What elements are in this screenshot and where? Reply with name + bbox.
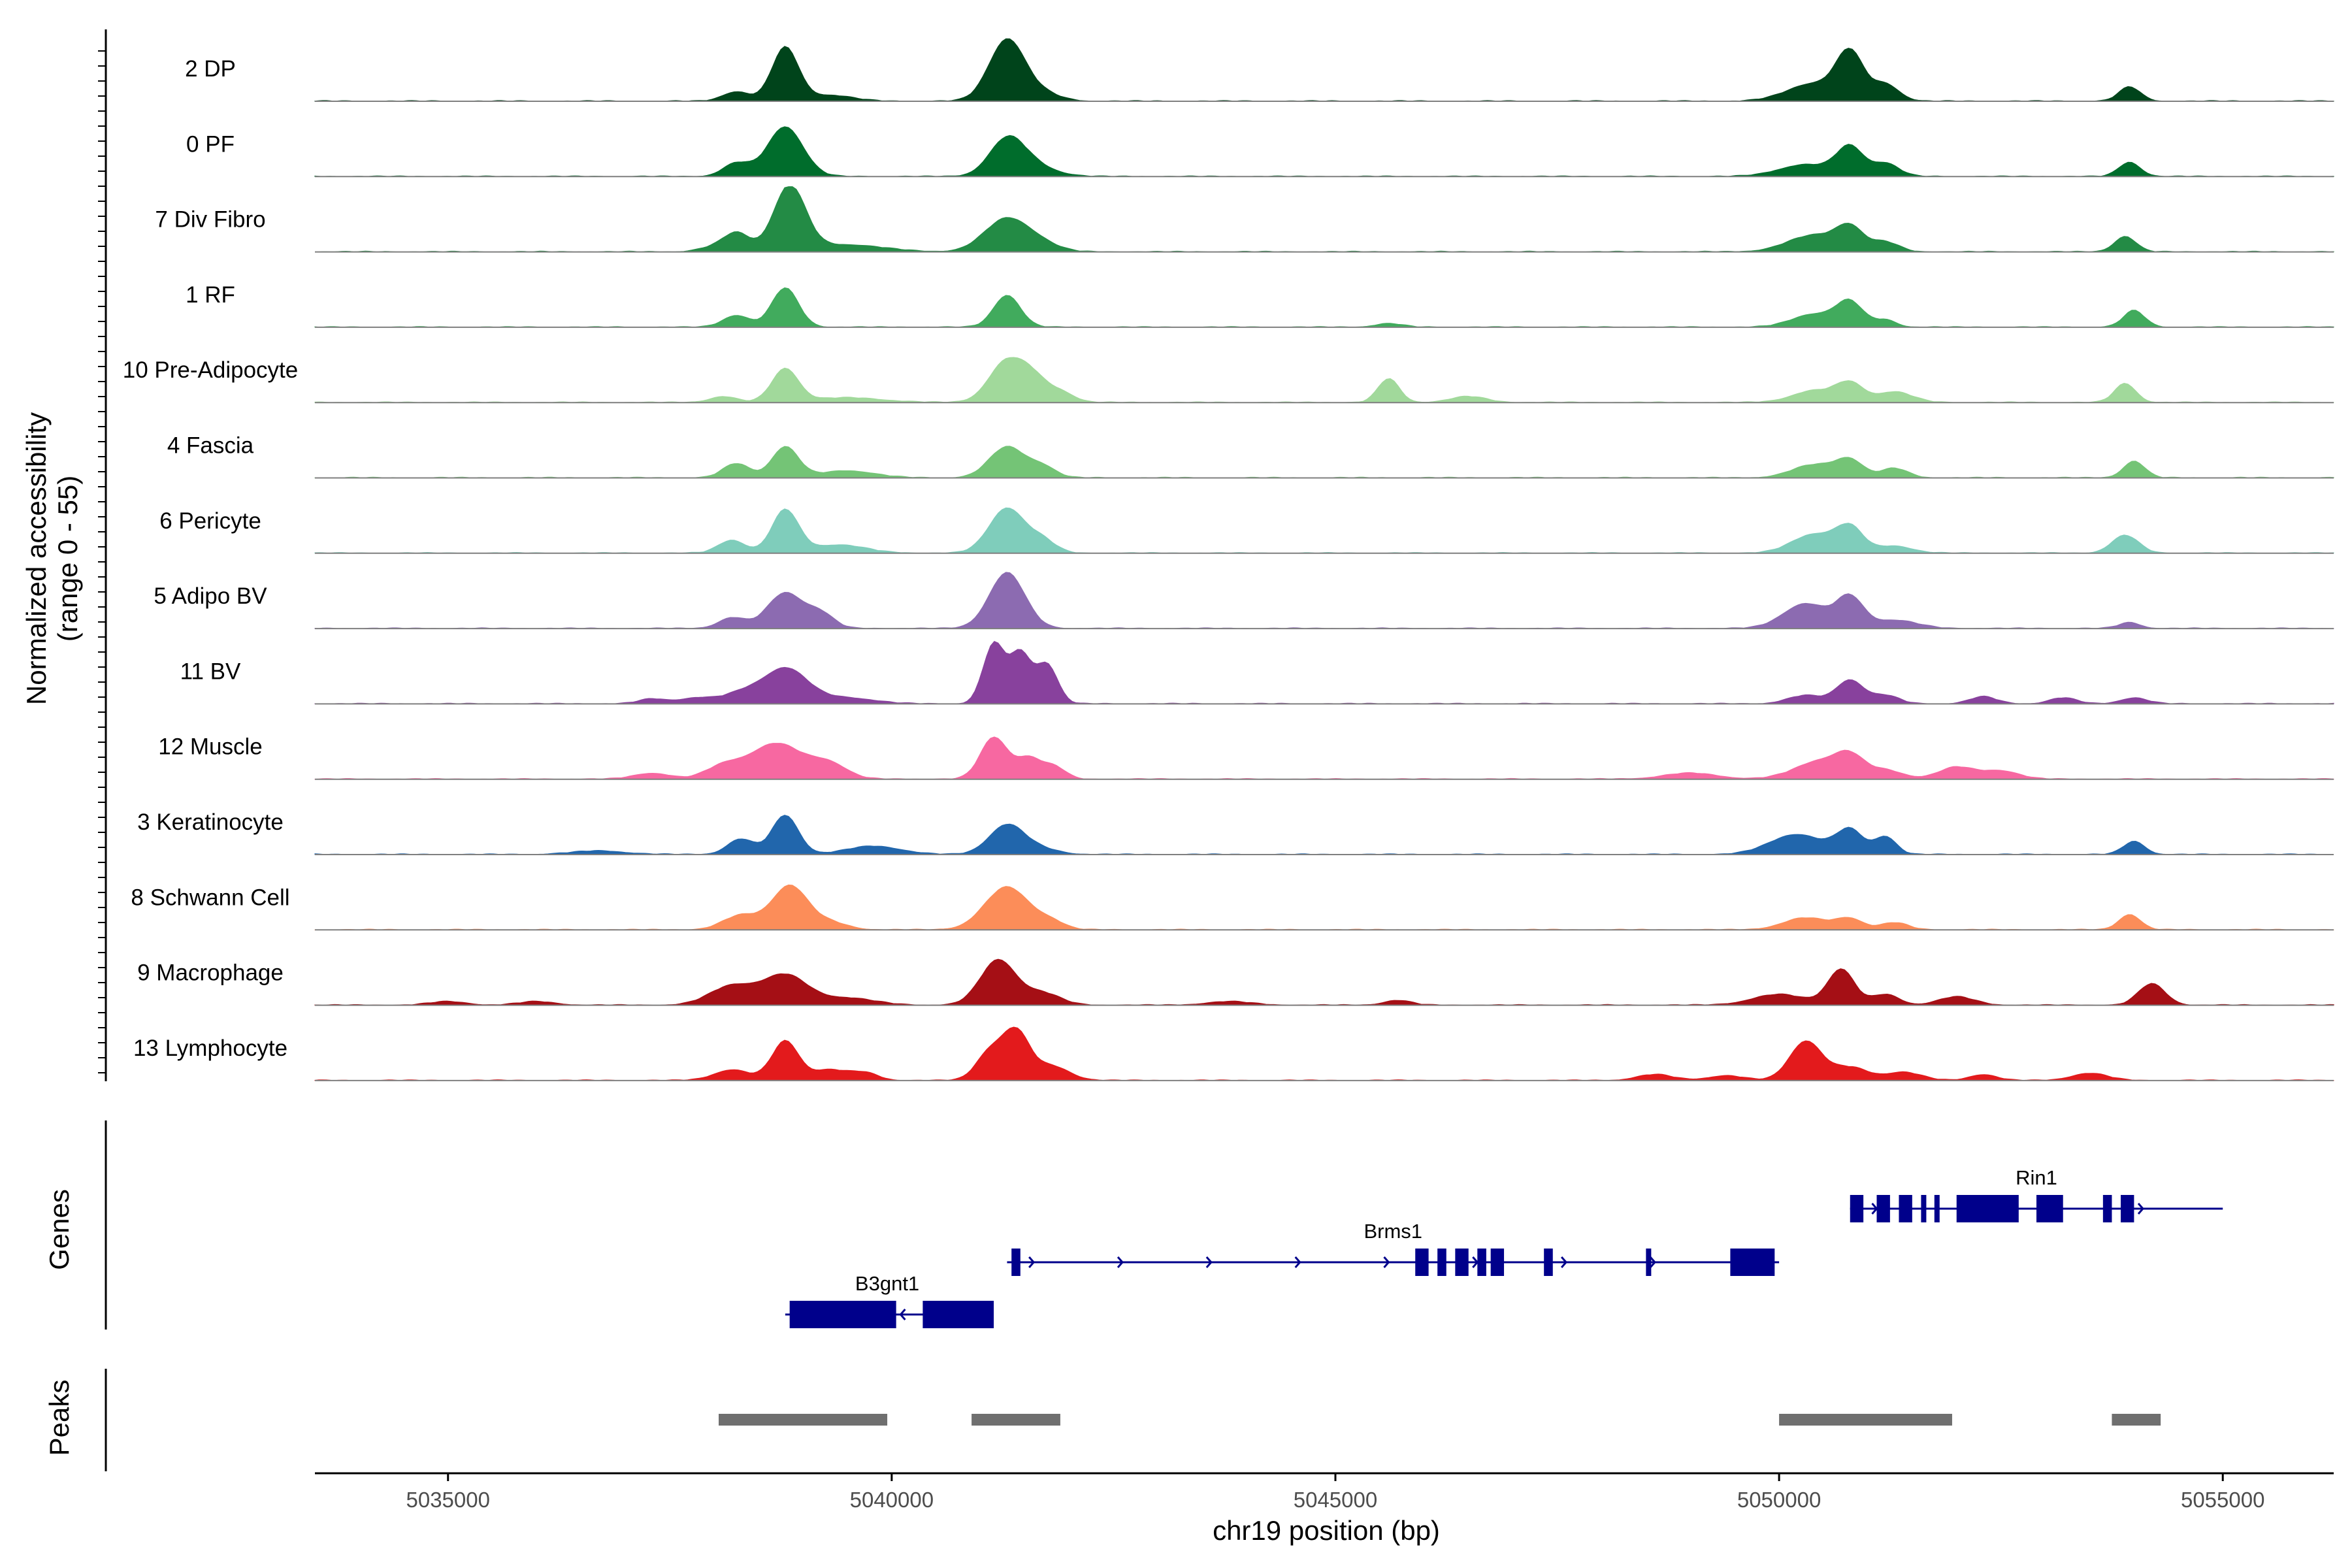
strand-arrow	[1028, 1256, 1036, 1268]
track-label: 5 Adipo BV	[154, 583, 267, 609]
gene-exon	[2102, 1195, 2112, 1222]
gene-exon	[1730, 1249, 1775, 1276]
track-label: 8 Schwann Cell	[131, 885, 289, 910]
track-label: 10 Pre-Adipocyte	[123, 357, 298, 383]
gene-track: B3gnt1 Brms1 Rin1	[105, 1120, 2223, 1330]
genes-track-label: Genes	[44, 1189, 74, 1270]
track-2: 7 Div Fibro	[155, 186, 2334, 253]
strand-arrow	[1117, 1256, 1124, 1268]
track-4: 10 Pre-Adipocyte	[123, 357, 2334, 404]
track-label: 0 PF	[186, 131, 235, 157]
coverage-area	[314, 572, 2334, 629]
track-label: 2 DP	[185, 56, 236, 82]
coverage-area	[314, 736, 2334, 780]
track-7: 5 Adipo BV	[154, 572, 2334, 630]
y-axis-title-line1: Normalized accessibility	[21, 412, 52, 705]
coverage-area	[314, 287, 2334, 328]
gene-exon	[1876, 1195, 1890, 1222]
track-label: 11 BV	[180, 659, 241, 684]
gene-exon	[1415, 1249, 1429, 1276]
gene-exon	[2121, 1195, 2134, 1222]
track-label: 12 Muscle	[158, 734, 263, 760]
peak-region	[2112, 1414, 2161, 1426]
y-axis-title-line2: (range 0 - 55)	[52, 476, 83, 642]
track-10: 3 Keratinocyte	[137, 809, 2334, 855]
coverage-area	[314, 357, 2334, 403]
gene-exon	[1921, 1195, 1927, 1222]
gene-name-label: Brms1	[1364, 1220, 1422, 1243]
coverage-area	[314, 640, 2334, 704]
gene-exon	[1011, 1249, 1021, 1276]
x-tick-label: 5050000	[1737, 1488, 1821, 1512]
gene-exon	[2036, 1195, 2063, 1222]
coverage-area	[314, 958, 2334, 1006]
strand-arrow	[2137, 1203, 2144, 1215]
gene-exon	[1850, 1195, 1864, 1222]
gene-exon	[1437, 1249, 1446, 1276]
peak-region	[719, 1414, 888, 1426]
coverage-tracks: 2 DP 0 PF 7 Div Fibro 1 RF 10 Pre-Adipocyte 4…	[123, 38, 2334, 1081]
peak-track	[105, 1369, 2161, 1471]
strand-arrow	[1205, 1256, 1213, 1268]
x-tick-label: 5045000	[1294, 1488, 1377, 1512]
track-1: 0 PF	[186, 126, 2334, 178]
x-tick-label: 5055000	[2181, 1488, 2264, 1512]
track-3: 1 RF	[186, 282, 2334, 328]
track-label: 4 Fascia	[167, 433, 254, 459]
strand-arrow	[899, 1309, 906, 1320]
strand-arrow	[1294, 1256, 1301, 1268]
track-13: 13 Lymphocyte	[133, 1026, 2334, 1081]
track-12: 9 Macrophage	[137, 958, 2334, 1006]
track-label: 13 Lymphocyte	[133, 1036, 287, 1061]
track-0: 2 DP	[185, 38, 2334, 102]
gene-exon	[1477, 1249, 1486, 1276]
track-label: 3 Keratinocyte	[137, 809, 284, 835]
coverage-area	[314, 815, 2334, 855]
track-label: 6 Pericyte	[159, 508, 261, 534]
coverage-area	[314, 38, 2334, 102]
coverage-area	[314, 884, 2334, 930]
gene-exon	[1455, 1249, 1469, 1276]
track-11: 8 Schwann Cell	[131, 884, 2334, 931]
coverage-area	[314, 126, 2334, 177]
gene-exon	[1646, 1249, 1652, 1276]
y-axis	[98, 29, 107, 1081]
x-tick-label: 5040000	[850, 1488, 934, 1512]
gene-exon	[1899, 1195, 1912, 1222]
peak-region	[1779, 1414, 1952, 1426]
strand-arrow	[1649, 1256, 1656, 1268]
gene-exon	[1934, 1195, 1940, 1222]
strand-arrow	[1383, 1256, 1390, 1268]
coverage-area	[314, 1026, 2334, 1081]
gene-exon	[1544, 1249, 1553, 1276]
track-label: 9 Macrophage	[137, 960, 284, 986]
track-8: 11 BV	[180, 640, 2334, 705]
gene-exon	[923, 1301, 994, 1328]
coverage-area	[314, 507, 2334, 554]
coverage-area	[314, 446, 2334, 479]
track-6: 6 Pericyte	[159, 507, 2334, 554]
track-label: 1 RF	[186, 282, 235, 308]
gene-exon	[1956, 1195, 2019, 1222]
peaks-track-label: Peaks	[44, 1380, 74, 1456]
gene-exon	[789, 1301, 896, 1328]
track-5: 4 Fascia	[167, 433, 2334, 479]
strand-arrow	[1560, 1256, 1568, 1268]
gene-exon	[1490, 1249, 1505, 1276]
track-9: 12 Muscle	[158, 734, 2334, 780]
coverage-area	[314, 186, 2334, 253]
gene-name-label: Rin1	[2016, 1166, 2057, 1189]
gene-B3gnt1: B3gnt1	[785, 1272, 994, 1328]
x-axis: 5035000 5040000 5045000 5050000 5055000	[315, 1472, 2334, 1512]
gene-name-label: B3gnt1	[855, 1272, 919, 1295]
track-label: 7 Div Fibro	[155, 207, 265, 233]
x-tick-label: 5035000	[406, 1488, 489, 1512]
peak-region	[972, 1414, 1060, 1426]
x-axis-title: chr19 position (bp)	[1213, 1515, 1440, 1546]
gene-Brms1: Brms1	[1007, 1220, 1780, 1276]
gene-Rin1: Rin1	[1850, 1166, 2223, 1222]
